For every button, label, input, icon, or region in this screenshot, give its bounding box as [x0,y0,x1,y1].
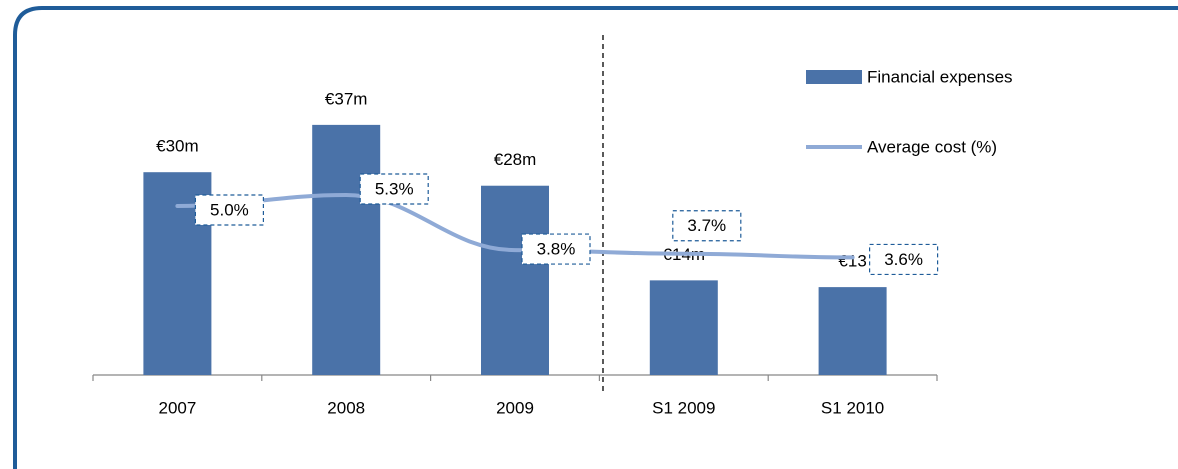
bar [818,287,887,375]
legend-label: Average cost (%) [867,137,997,156]
line-value-label: 5.0% [210,200,249,219]
line-value-label: 3.6% [884,250,923,269]
bar-value-label: €28m [494,150,537,169]
x-tick-label: 2008 [327,398,365,417]
value-label-box [868,243,939,276]
x-tick-label: S1 2009 [652,398,715,417]
value-label-box [194,194,264,226]
value-label-box [359,173,429,205]
line-value-label: 3.8% [537,240,576,259]
x-tick-label: 2009 [496,398,534,417]
line-value-label: 5.3% [375,179,414,198]
value-label-box [672,210,742,242]
frame [13,6,1178,469]
bar [312,124,381,375]
x-tick-label: S1 2010 [821,398,884,417]
bar [481,185,549,375]
legend-swatch [806,70,862,84]
line-value-label: 3.7% [687,216,726,235]
line [175,192,855,260]
bar-value-label: €37m [325,89,368,108]
bar [649,280,718,375]
legend-label: Financial expenses [867,67,1013,86]
x-tick-label: 2007 [158,398,196,417]
bar-value-label: €30m [156,137,199,156]
bar-value-label: €13 [838,252,866,271]
value-label-box [521,233,591,265]
